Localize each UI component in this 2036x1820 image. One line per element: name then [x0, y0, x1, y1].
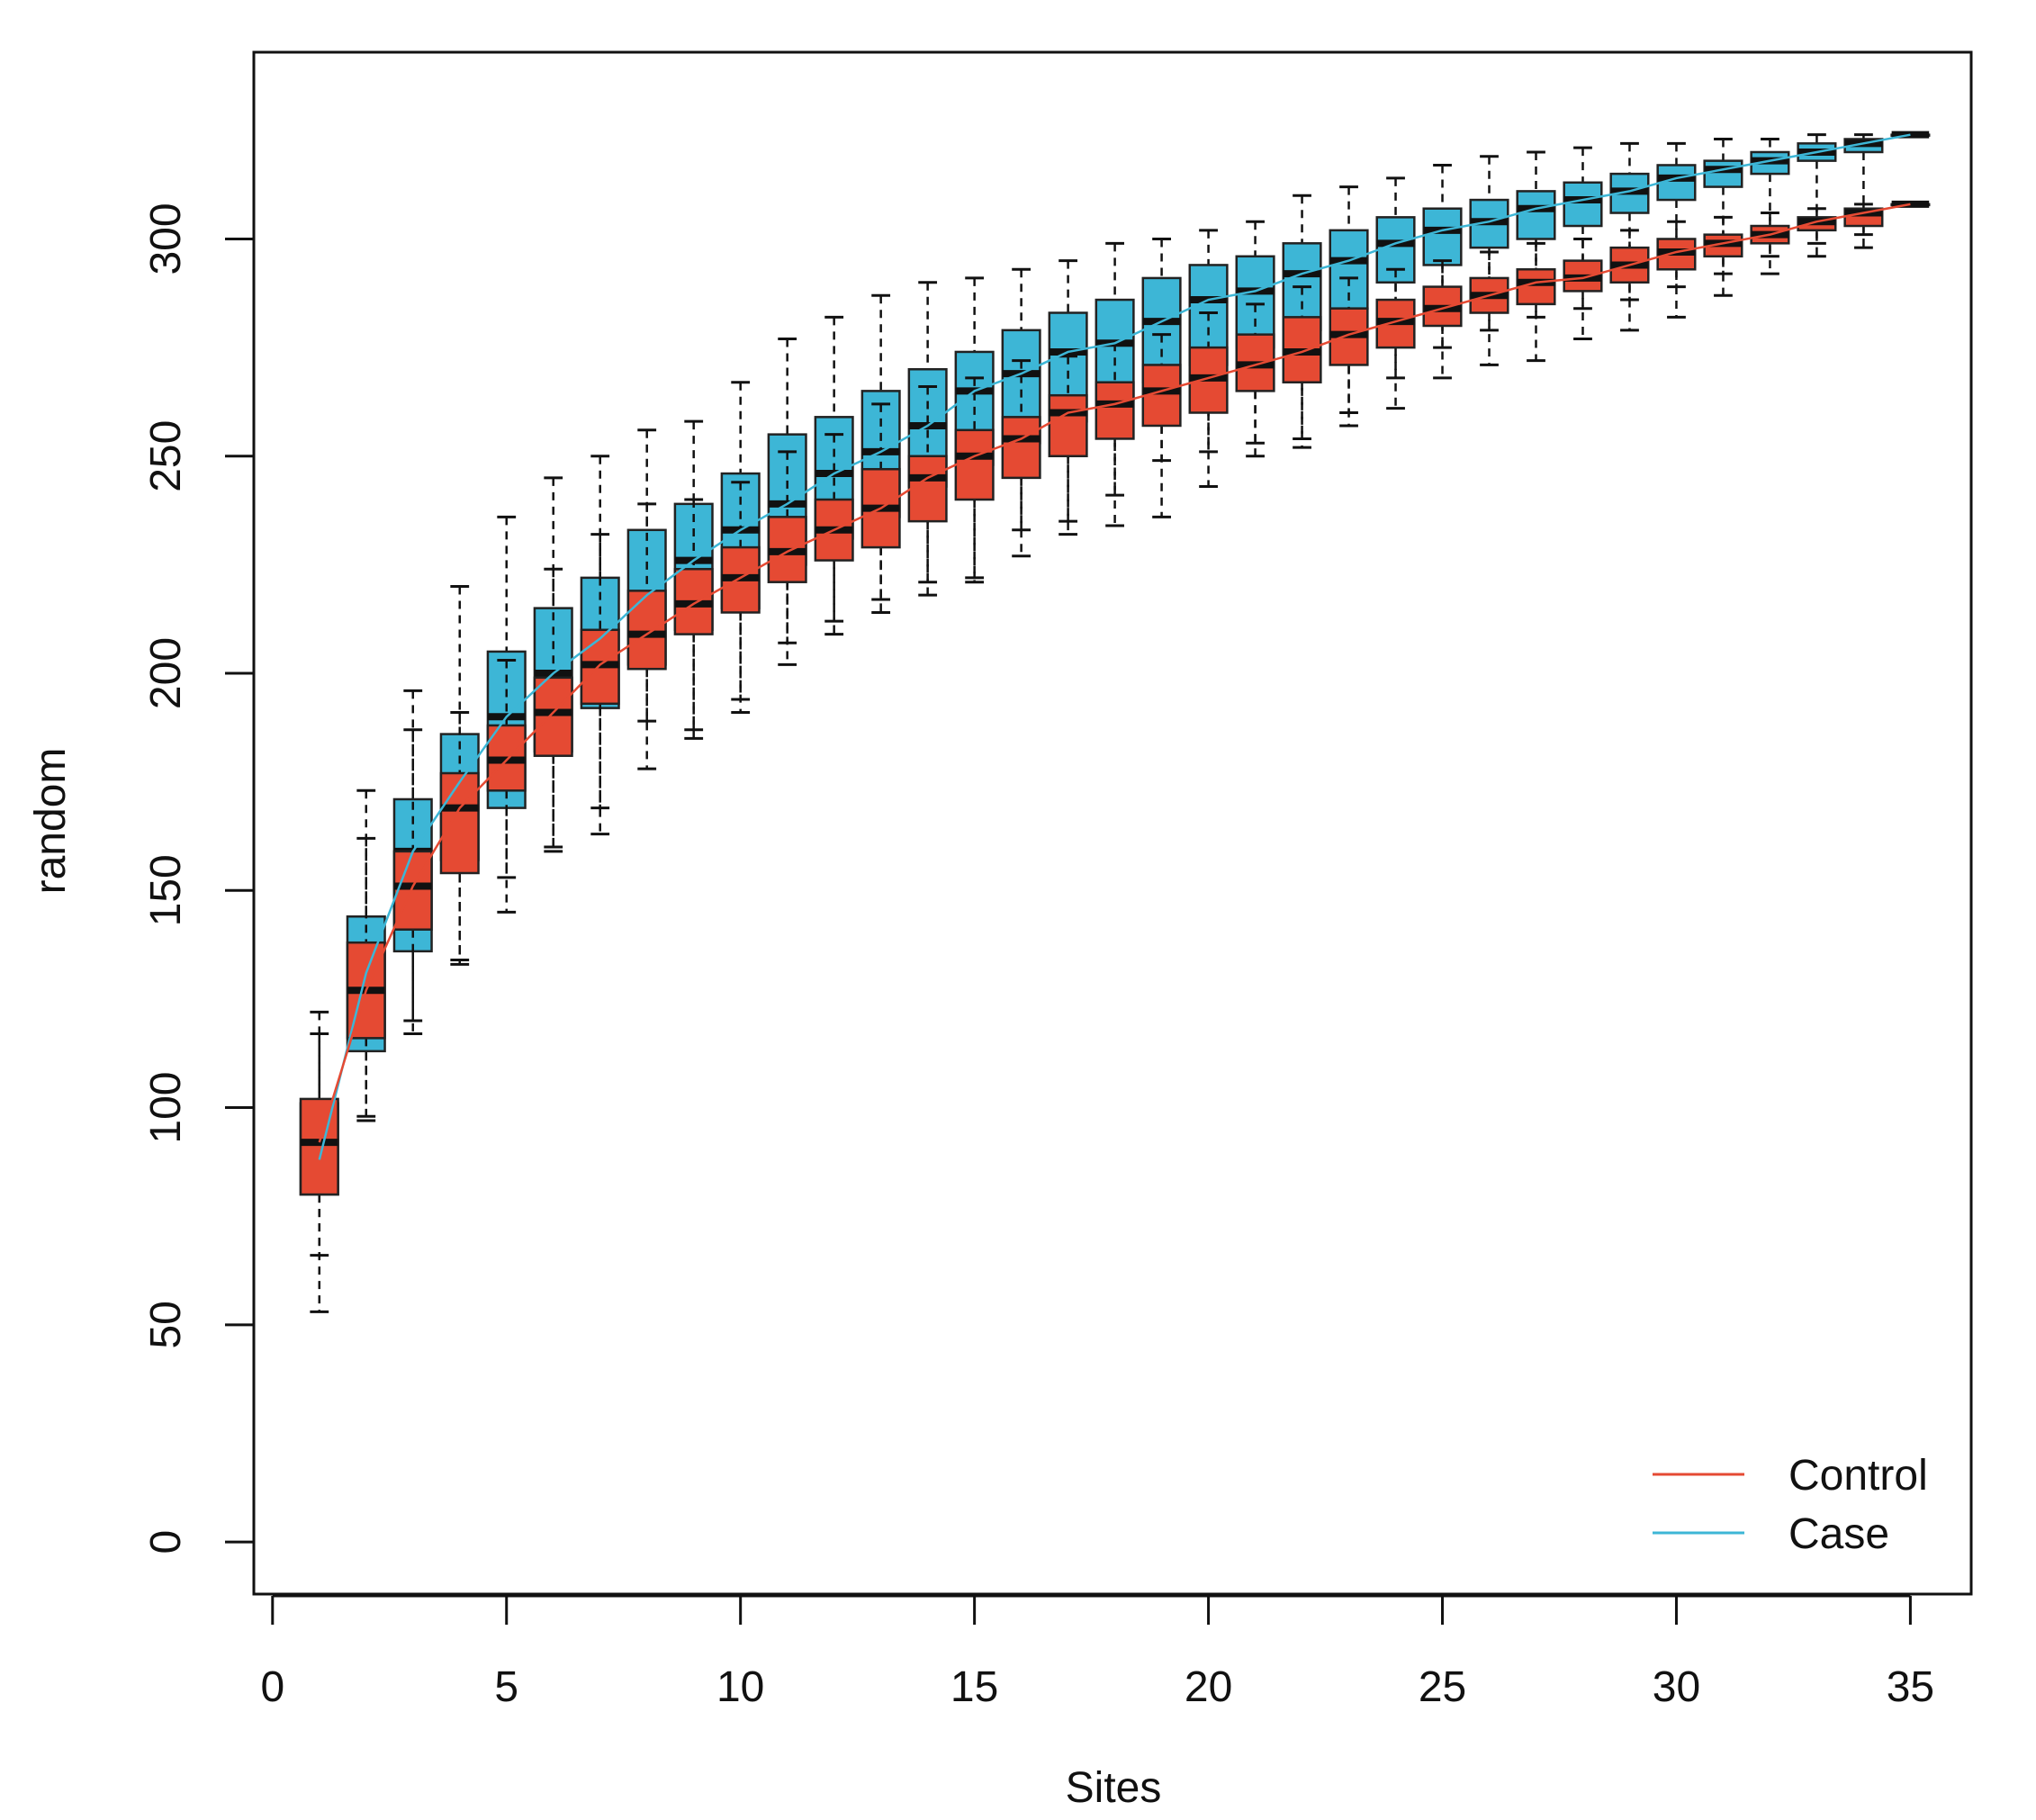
x-tick-label-30: 30: [1653, 1663, 1700, 1711]
y-axis: 0 50 100 150 200 250 300: [142, 203, 256, 1554]
legend-label-control: Control: [1788, 1452, 1928, 1500]
box-rect-case-27: [1516, 190, 1556, 240]
box-rect-control-15: [954, 428, 995, 501]
box-case-site-25: [1422, 163, 1463, 380]
y-tick-label-300: 300: [142, 203, 190, 275]
box-control-site-17: [1048, 355, 1088, 523]
box-rect-case-28: [1563, 181, 1603, 228]
mean-line-case: [318, 133, 1911, 1160]
box-control-site-32: [1750, 212, 1790, 258]
x-tick-label-25: 25: [1419, 1663, 1466, 1711]
box-series-control: [299, 200, 1931, 1257]
y-axis-label: random: [27, 748, 75, 895]
box-rect-case-31: [1703, 159, 1743, 188]
y-tick-label-100: 100: [142, 1072, 190, 1144]
mean-line-control: [318, 203, 1911, 1143]
box-rect-control-18: [1095, 381, 1135, 440]
box-rect-control-6: [533, 676, 573, 757]
x-tick-label-0: 0: [260, 1663, 284, 1711]
y-tick-label-250: 250: [142, 420, 190, 492]
box-rect-control-17: [1048, 393, 1088, 458]
legend: Control Case: [1653, 1452, 1928, 1558]
box-control-site-9: [673, 498, 714, 732]
x-axis: 0 5 10 15 20 25 30 35: [260, 1594, 1934, 1711]
x-tick-label-20: 20: [1185, 1663, 1232, 1711]
box-control-site-10: [720, 481, 761, 701]
box-control-site-24: [1375, 267, 1416, 380]
y-tick-label-50: 50: [142, 1301, 190, 1348]
box-control-site-5: [486, 659, 527, 879]
legend-label-case: Case: [1788, 1510, 1889, 1558]
box-control-site-25: [1422, 259, 1463, 349]
box-control-site-23: [1329, 276, 1369, 415]
x-tick-label-5: 5: [494, 1663, 518, 1711]
y-tick-label-0: 0: [142, 1530, 190, 1554]
box-control-site-20: [1188, 311, 1229, 454]
box-rect-control-14: [907, 455, 948, 523]
box-control-site-6: [533, 567, 573, 849]
box-rect-control-8: [626, 590, 667, 671]
box-rect-case-25: [1422, 207, 1463, 266]
box-case-site-21: [1235, 220, 1275, 458]
box-control-site-8: [626, 502, 667, 723]
mean-lines-layer: [318, 133, 1911, 1160]
y-tick-label-150: 150: [142, 854, 190, 926]
x-tick-label-10: 10: [716, 1663, 764, 1711]
box-rect-case-21: [1235, 255, 1275, 349]
x-axis-label: Sites: [1066, 1764, 1162, 1812]
box-control-site-4: [439, 710, 480, 961]
x-tick-label-35: 35: [1887, 1663, 1934, 1711]
box-control-site-11: [767, 450, 807, 644]
x-tick-label-15: 15: [950, 1663, 998, 1711]
box-rect-control-4: [439, 771, 480, 875]
box-control-site-1: [299, 1032, 339, 1257]
box-control-site-21: [1235, 302, 1275, 445]
box-control-site-14: [907, 385, 948, 584]
box-rect-control-1: [299, 1097, 339, 1196]
y-tick-label-200: 200: [142, 637, 190, 709]
box-rect-control-16: [1001, 416, 1041, 480]
